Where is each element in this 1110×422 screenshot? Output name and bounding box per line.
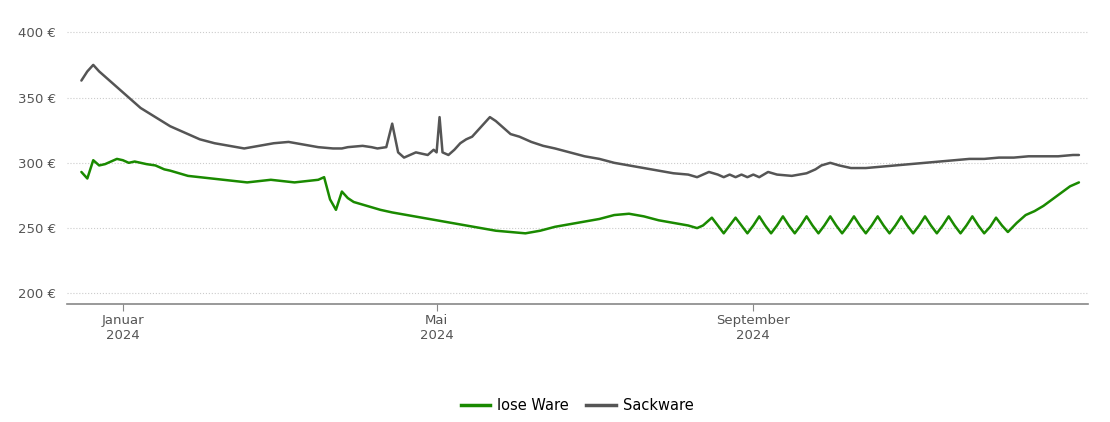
- Legend: lose Ware, Sackware: lose Ware, Sackware: [455, 392, 699, 419]
